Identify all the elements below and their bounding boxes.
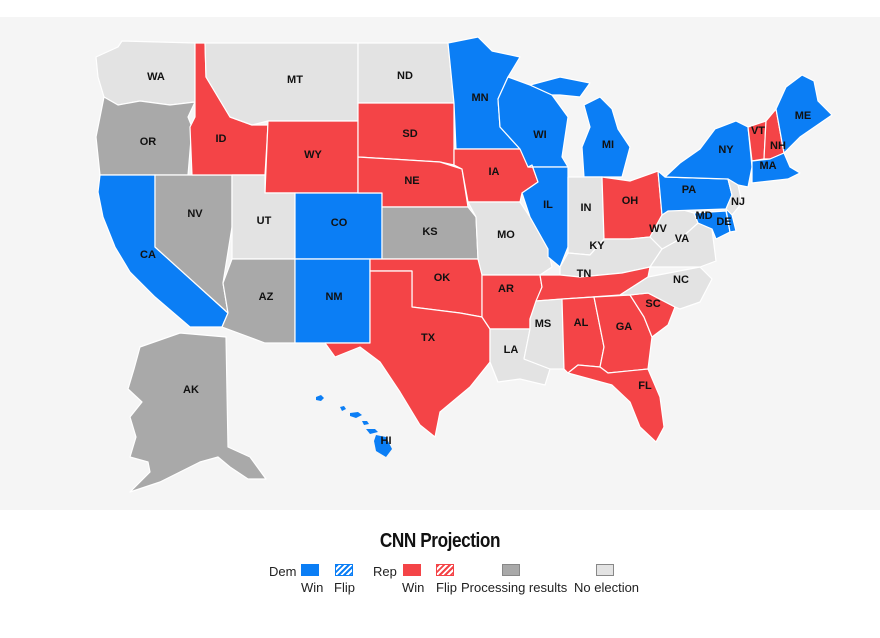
label-wi: WI bbox=[533, 129, 546, 141]
map-panel: WA OR CA NV ID MT WY UT AZ CO NM ND SD N… bbox=[0, 17, 880, 510]
label-ar: AR bbox=[498, 283, 514, 295]
state-tx[interactable] bbox=[324, 270, 491, 438]
label-ky: KY bbox=[589, 240, 605, 252]
legend-dem-flip-swatch bbox=[335, 564, 353, 576]
state-mt[interactable] bbox=[204, 42, 359, 126]
label-vt: VT bbox=[751, 125, 765, 137]
state-tn[interactable] bbox=[535, 266, 651, 302]
label-sd: SD bbox=[402, 128, 417, 140]
label-mo: MO bbox=[497, 229, 515, 241]
state-wa[interactable] bbox=[95, 40, 196, 106]
label-nj: NJ bbox=[731, 196, 745, 208]
label-in: IN bbox=[581, 202, 592, 214]
legend-dem-flip-caption: Flip bbox=[334, 580, 355, 595]
state-fl[interactable] bbox=[567, 364, 665, 443]
label-ma: MA bbox=[759, 160, 776, 172]
label-il: IL bbox=[543, 199, 553, 211]
label-de: DE bbox=[716, 216, 731, 228]
label-co: CO bbox=[331, 217, 348, 229]
state-sd[interactable] bbox=[357, 102, 455, 166]
label-sc: SC bbox=[645, 298, 660, 310]
label-ks: KS bbox=[422, 226, 437, 238]
legend-dem-win-swatch bbox=[301, 564, 319, 576]
state-mi[interactable] bbox=[529, 76, 631, 178]
label-or: OR bbox=[140, 136, 157, 148]
label-hi: HI bbox=[381, 435, 392, 447]
state-hi[interactable] bbox=[316, 395, 392, 457]
label-fl: FL bbox=[638, 380, 652, 392]
label-md: MD bbox=[695, 210, 712, 222]
label-ut: UT bbox=[257, 215, 272, 227]
label-nv: NV bbox=[187, 208, 203, 220]
legend-title: CNN Projection bbox=[379, 530, 501, 552]
state-ma[interactable] bbox=[751, 152, 801, 184]
label-tx: TX bbox=[421, 332, 436, 344]
label-mt: MT bbox=[287, 74, 303, 86]
label-ms: MS bbox=[535, 318, 552, 330]
label-la: LA bbox=[504, 344, 519, 356]
legend-rep-label: Rep bbox=[373, 564, 397, 579]
label-va: VA bbox=[675, 233, 690, 245]
label-ny: NY bbox=[718, 144, 734, 156]
state-ak[interactable] bbox=[127, 332, 267, 493]
legend-processing-caption: Processing results bbox=[461, 580, 568, 595]
state-nc[interactable] bbox=[619, 266, 713, 310]
label-wv: WV bbox=[649, 223, 667, 235]
label-al: AL bbox=[574, 317, 589, 329]
legend-rep-win-caption: Win bbox=[402, 580, 425, 595]
state-de[interactable] bbox=[725, 208, 737, 233]
label-me: ME bbox=[795, 110, 812, 122]
label-ne: NE bbox=[404, 175, 419, 187]
label-ga: GA bbox=[616, 321, 633, 333]
legend-processing-swatch bbox=[502, 564, 520, 576]
label-nm: NM bbox=[325, 291, 342, 303]
label-ia: IA bbox=[489, 166, 500, 178]
legend-dem-label: Dem bbox=[269, 564, 297, 579]
legend-dem-win-caption: Win bbox=[301, 580, 324, 595]
label-oh: OH bbox=[622, 195, 639, 207]
label-mi: MI bbox=[602, 139, 614, 151]
label-tn: TN bbox=[577, 268, 592, 280]
us-map: WA OR CA NV ID MT WY UT AZ CO NM ND SD N… bbox=[95, 36, 833, 493]
label-nh: NH bbox=[770, 140, 786, 152]
state-or[interactable] bbox=[95, 96, 196, 176]
state-mo[interactable] bbox=[467, 201, 553, 276]
label-ok: OK bbox=[434, 272, 451, 284]
state-me[interactable] bbox=[775, 74, 833, 154]
label-id: ID bbox=[216, 133, 227, 145]
legend-rep-win-swatch bbox=[403, 564, 421, 576]
label-wy: WY bbox=[304, 149, 322, 161]
label-az: AZ bbox=[259, 291, 274, 303]
label-wa: WA bbox=[147, 71, 165, 83]
legend-rep-flip-swatch bbox=[436, 564, 454, 576]
label-pa: PA bbox=[682, 184, 697, 196]
label-mn: MN bbox=[471, 92, 488, 104]
label-nc: NC bbox=[673, 274, 689, 286]
state-ny[interactable] bbox=[664, 120, 753, 188]
label-ak: AK bbox=[183, 384, 199, 396]
legend-rep-flip-caption: Flip bbox=[436, 580, 457, 595]
label-nd: ND bbox=[397, 70, 413, 82]
label-ca: CA bbox=[140, 249, 156, 261]
legend-no-election-caption: No election bbox=[574, 580, 640, 595]
legend-no-election-swatch bbox=[596, 564, 614, 576]
